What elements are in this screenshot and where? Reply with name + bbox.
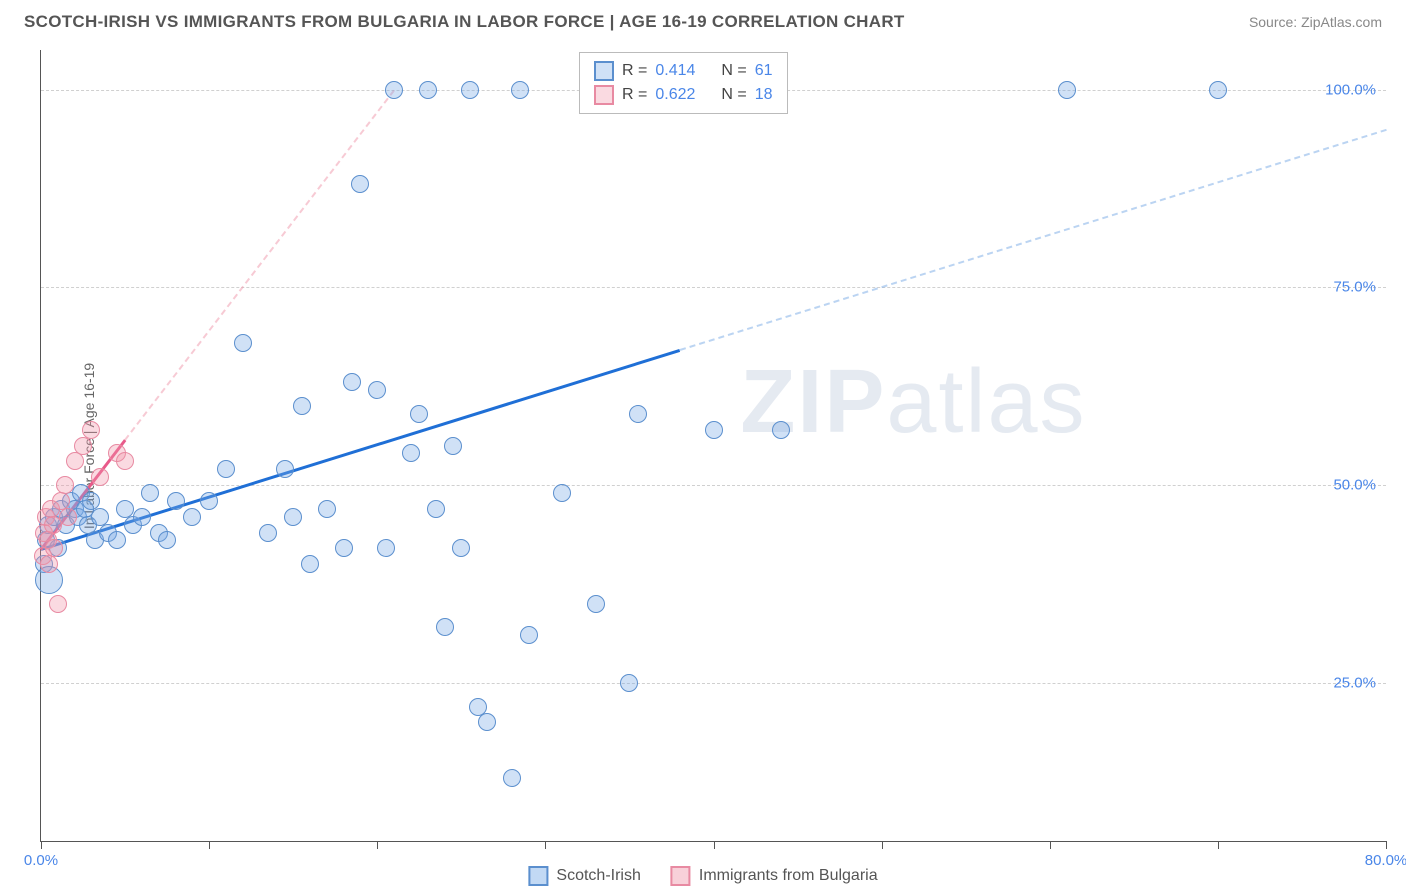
data-point-scotch_irish[interactable] [410,405,428,423]
y-tick-label: 100.0% [1325,81,1376,98]
r-label: R = [622,62,647,80]
data-point-bulgaria[interactable] [45,539,63,557]
data-point-scotch_irish[interactable] [318,500,336,518]
data-point-scotch_irish[interactable] [1209,81,1227,99]
data-point-scotch_irish[interactable] [108,531,126,549]
data-point-scotch_irish[interactable] [183,508,201,526]
data-point-scotch_irish[interactable] [234,334,252,352]
n-value: 61 [755,62,773,80]
data-point-scotch_irish[interactable] [377,539,395,557]
correlation-row-bulgaria: R = 0.622 N = 18 [594,83,773,107]
x-tick-label: 0.0% [24,852,58,869]
y-tick-label: 50.0% [1333,477,1376,494]
data-point-scotch_irish[interactable] [276,460,294,478]
x-tick-label: 80.0% [1365,852,1406,869]
x-tick [1050,841,1051,849]
legend-label: Immigrants from Bulgaria [699,867,878,885]
legend-item[interactable]: Scotch-Irish [528,866,640,886]
r-value: 0.622 [655,86,695,104]
data-point-bulgaria[interactable] [82,421,100,439]
watermark-bold: ZIP [740,352,886,452]
watermark-light: atlas [886,352,1086,452]
data-point-scotch_irish[interactable] [705,421,723,439]
data-point-scotch_irish[interactable] [436,618,454,636]
trend-line [680,129,1387,351]
data-point-scotch_irish[interactable] [141,484,159,502]
data-point-scotch_irish[interactable] [553,484,571,502]
r-value: 0.414 [655,62,695,80]
data-point-scotch_irish[interactable] [351,175,369,193]
legend-swatch [594,85,614,105]
data-point-scotch_irish[interactable] [503,769,521,787]
data-point-scotch_irish[interactable] [511,81,529,99]
data-point-bulgaria[interactable] [56,476,74,494]
y-tick-label: 25.0% [1333,674,1376,691]
data-point-scotch_irish[interactable] [427,500,445,518]
data-point-scotch_irish[interactable] [478,713,496,731]
x-tick [41,841,42,849]
data-point-scotch_irish[interactable] [629,405,647,423]
n-label: N = [721,86,746,104]
legend-label: Scotch-Irish [556,867,640,885]
data-point-bulgaria[interactable] [116,452,134,470]
x-tick [1386,841,1387,849]
legend-swatch [528,866,548,886]
data-point-bulgaria[interactable] [91,468,109,486]
chart-title: SCOTCH-IRISH VS IMMIGRANTS FROM BULGARIA… [24,12,905,32]
correlation-legend: R = 0.414 N = 61 R = 0.622 N = 18 [579,52,788,114]
x-tick [882,841,883,849]
x-tick [714,841,715,849]
correlation-row-scotch_irish: R = 0.414 N = 61 [594,59,773,83]
data-point-scotch_irish[interactable] [133,508,151,526]
source-link[interactable]: ZipAtlas.com [1301,14,1382,30]
data-point-scotch_irish[interactable] [452,539,470,557]
data-point-scotch_irish[interactable] [520,626,538,644]
legend-swatch [671,866,691,886]
data-point-scotch_irish[interactable] [620,674,638,692]
n-value: 18 [755,86,773,104]
source-prefix: Source: [1249,14,1301,30]
source-attribution: Source: ZipAtlas.com [1249,14,1382,30]
data-point-scotch_irish[interactable] [444,437,462,455]
data-point-bulgaria[interactable] [74,437,92,455]
legend-swatch [594,61,614,81]
data-point-bulgaria[interactable] [49,595,67,613]
data-point-scotch_irish[interactable] [368,381,386,399]
scatter-chart: ZIPatlas 25.0%50.0%75.0%100.0%0.0%80.0%R… [40,50,1386,842]
legend: Scotch-Irish Immigrants from Bulgaria [528,866,877,886]
gridline [41,683,1386,684]
data-point-scotch_irish[interactable] [167,492,185,510]
watermark: ZIPatlas [740,351,1086,454]
chart-header: SCOTCH-IRISH VS IMMIGRANTS FROM BULGARIA… [0,0,1406,40]
x-tick [1218,841,1219,849]
data-point-scotch_irish[interactable] [1058,81,1076,99]
data-point-scotch_irish[interactable] [284,508,302,526]
r-label: R = [622,86,647,104]
data-point-scotch_irish[interactable] [402,444,420,462]
data-point-scotch_irish[interactable] [259,524,277,542]
data-point-scotch_irish[interactable] [301,555,319,573]
data-point-scotch_irish[interactable] [772,421,790,439]
data-point-scotch_irish[interactable] [461,81,479,99]
data-point-scotch_irish[interactable] [293,397,311,415]
n-label: N = [721,62,746,80]
data-point-scotch_irish[interactable] [335,539,353,557]
data-point-scotch_irish[interactable] [217,460,235,478]
x-tick [545,841,546,849]
data-point-scotch_irish[interactable] [158,531,176,549]
x-tick [209,841,210,849]
data-point-scotch_irish[interactable] [587,595,605,613]
data-point-bulgaria[interactable] [59,508,77,526]
data-point-scotch_irish[interactable] [385,81,403,99]
y-tick-label: 75.0% [1333,279,1376,296]
data-point-scotch_irish[interactable] [419,81,437,99]
data-point-bulgaria[interactable] [40,555,58,573]
data-point-scotch_irish[interactable] [343,373,361,391]
x-tick [377,841,378,849]
data-point-scotch_irish[interactable] [200,492,218,510]
data-point-bulgaria[interactable] [66,452,84,470]
legend-item[interactable]: Immigrants from Bulgaria [671,866,878,886]
